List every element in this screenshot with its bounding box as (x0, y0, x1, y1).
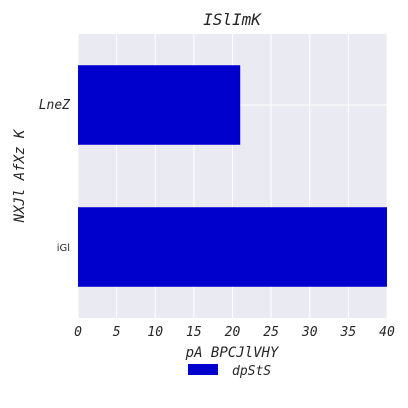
x-tick-label: 15 (186, 325, 202, 340)
x-tick-label: 35 (340, 325, 357, 340)
chart-title: ISlImK (203, 10, 262, 29)
x-tick-label: 10 (147, 325, 163, 340)
x-tick-label: 5 (113, 325, 121, 340)
x-tick-label: 25 (263, 325, 279, 340)
x-tick-label: 20 (225, 325, 241, 340)
y-tick-labels: LneZ iGl (39, 98, 71, 254)
x-tick-labels: 0 5 10 15 20 25 30 35 40 (74, 325, 395, 340)
bars (78, 65, 387, 287)
x-tick-label: 40 (379, 325, 395, 340)
y-axis-label: NXJl AfXz K (12, 128, 28, 223)
x-tick-label: 0 (74, 325, 82, 340)
x-tick-label: 30 (301, 325, 318, 340)
legend: dpStS (188, 364, 271, 379)
bar-iGl (78, 207, 387, 287)
legend-label: dpStS (232, 364, 271, 379)
y-tick-label: iGl (57, 243, 70, 254)
bar-LneZ (78, 65, 241, 145)
x-axis-label: pA BPCJlVHY (185, 345, 280, 361)
legend-swatch (188, 364, 218, 375)
y-tick-label: LneZ (39, 98, 71, 113)
